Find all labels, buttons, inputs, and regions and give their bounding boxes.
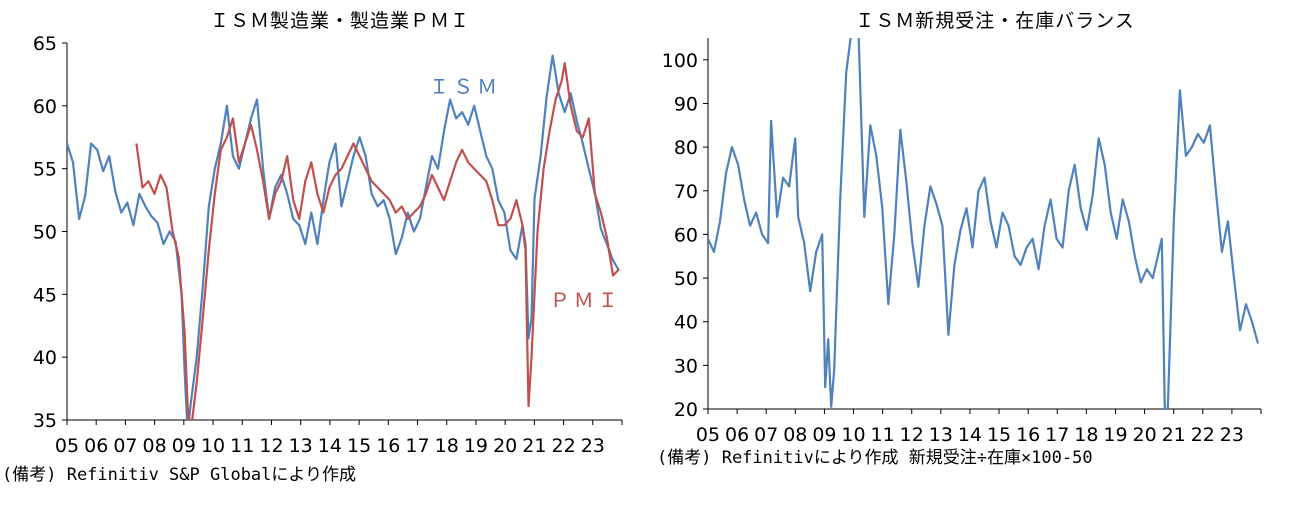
ism-balance-chart-panel: ＩＳＭ新規受注・在庫バランス 20 30 40 50 60 70 80 90 100 05 06 07… (645, 0, 1290, 507)
y-tick-label: 60 (33, 96, 57, 118)
x-tick-label: 18 (1074, 424, 1098, 446)
x-tick-label: 20 (1132, 424, 1156, 446)
x-tick-label: 15 (987, 424, 1011, 446)
y-tick-label: 65 (33, 33, 57, 55)
x-tick-label: 08 (143, 435, 167, 457)
x-tick-label: 21 (522, 435, 546, 457)
x-tick-label: 17 (1045, 424, 1069, 446)
y-tick-label: 50 (33, 222, 57, 244)
chart-note: (備考) Refinitivにより作成 新規受注÷在庫×100-50 (657, 448, 1093, 468)
x-tick-label: 06 (725, 424, 749, 446)
y-tick-label: 40 (33, 347, 57, 369)
series-label: ＩＳＭ (429, 74, 501, 98)
x-tick-label: 22 (551, 435, 575, 457)
x-tick-label: 06 (84, 435, 108, 457)
ism-pmi-chart: 35 40 45 50 55 60 65 05 06 07 08 09 10 11 12 13 14 15 16 17… (33, 33, 623, 457)
x-tick-label: 12 (900, 424, 924, 446)
series-line-1 (67, 54, 620, 420)
y-tick-label: 30 (674, 355, 698, 377)
x-tick-label: 07 (113, 435, 137, 457)
x-tick-label: 21 (1162, 424, 1186, 446)
y-tick-label: 45 (33, 284, 57, 306)
x-tick-label: 19 (464, 435, 488, 457)
y-tick-label: 100 (662, 50, 698, 72)
x-tick-label: 09 (812, 424, 836, 446)
ism-pmi-chart-panel: ＩＳＭ製造業・製造業ＰＭＩ 35 40 45 50 55 60 65 05 06 07 08 09 10… (0, 0, 640, 507)
x-tick-label: 23 (581, 435, 605, 457)
x-tick-label: 08 (783, 424, 807, 446)
y-tick-label: 20 (674, 399, 698, 421)
x-tick-label: 11 (871, 424, 895, 446)
x-tick-label: 05 (696, 424, 720, 446)
series-line-2 (135, 62, 620, 420)
x-tick-label: 22 (1191, 424, 1215, 446)
x-tick-label: 13 (929, 424, 953, 446)
chart-title: ＩＳＭ新規受注・在庫バランス (855, 10, 1135, 32)
x-tick-label: 05 (55, 435, 79, 457)
x-tick-label: 16 (376, 435, 400, 457)
series-line-1 (708, 38, 1260, 409)
y-tick-label: 70 (674, 181, 698, 203)
x-tick-label: 20 (493, 435, 517, 457)
y-tick-label: 35 (33, 410, 57, 432)
y-tick-label: 50 (674, 268, 698, 290)
x-tick-label: 12 (259, 435, 283, 457)
y-tick-label: 60 (674, 224, 698, 246)
x-tick-label: 14 (958, 424, 982, 446)
y-tick-label: 40 (674, 312, 698, 334)
x-tick-label: 09 (172, 435, 196, 457)
x-tick-label: 16 (1016, 424, 1040, 446)
x-tick-label: 14 (318, 435, 342, 457)
x-tick-label: 17 (405, 435, 429, 457)
chart-title: ＩＳＭ製造業・製造業ＰＭＩ (209, 10, 470, 32)
y-tick-label: 55 (33, 159, 57, 181)
y-tick-label: 90 (674, 93, 698, 115)
x-tick-label: 23 (1220, 424, 1244, 446)
x-tick-label: 10 (201, 435, 225, 457)
chart-note: (備考) Refinitiv S&P Globalにより作成 (2, 465, 357, 485)
y-tick-label: 80 (674, 137, 698, 159)
x-tick-label: 07 (754, 424, 778, 446)
x-tick-label: 13 (289, 435, 313, 457)
x-tick-label: 10 (841, 424, 865, 446)
x-tick-label: 18 (435, 435, 459, 457)
x-tick-label: 11 (230, 435, 254, 457)
series-label: ＰＭＩ (550, 288, 622, 312)
x-tick-label: 15 (347, 435, 371, 457)
x-tick-label: 19 (1103, 424, 1127, 446)
